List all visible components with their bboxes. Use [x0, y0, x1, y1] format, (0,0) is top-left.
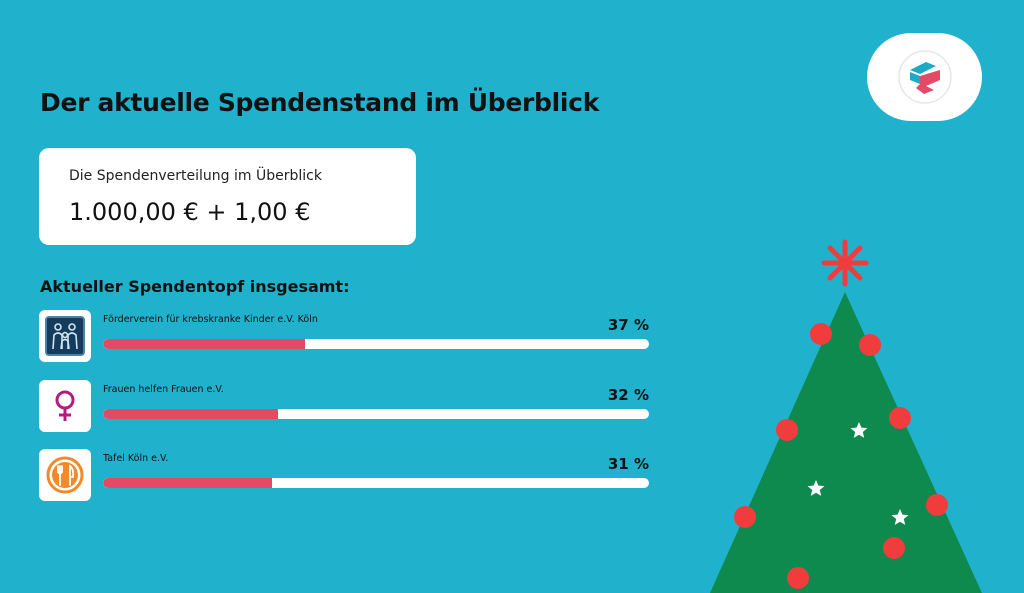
organization-percent: 31 %	[607, 455, 649, 473]
organization-percent: 32 %	[607, 386, 649, 404]
progress-bar	[103, 339, 649, 349]
star-topper-icon	[821, 239, 869, 287]
progress-bar	[103, 409, 649, 419]
progress-bar	[103, 478, 649, 488]
organization-name: Tafel Köln e.V.	[103, 453, 169, 464]
children-silhouette-icon	[39, 310, 91, 362]
organization-name: Förderverein für krebskranke Kinder e.V.…	[103, 314, 318, 325]
christmas-tree-illustration	[710, 239, 982, 593]
ornaments	[734, 323, 948, 589]
female-symbol-icon	[39, 380, 91, 432]
progress-fill	[103, 409, 278, 419]
organization-row: Tafel Köln e.V. 31 %	[39, 449, 649, 501]
organization-percent: 37 %	[607, 316, 649, 334]
brand-logo	[867, 33, 982, 121]
progress-fill	[103, 339, 306, 349]
tree-body	[710, 292, 982, 593]
progress-fill	[103, 478, 273, 488]
donation-pot-heading: Aktueller Spendentopf insgesamt:	[40, 277, 350, 296]
organization-name: Frauen helfen Frauen e.V.	[103, 384, 224, 395]
organization-row: Frauen helfen Frauen e.V. 32 %	[39, 380, 649, 432]
fork-knife-icon	[39, 449, 91, 501]
brand-logo-icon	[897, 50, 952, 104]
organization-row: Förderverein für krebskranke Kinder e.V.…	[39, 310, 649, 362]
donation-summary-card: Die Spendenverteilung im Überblick 1.000…	[39, 148, 416, 245]
summary-amount: 1.000,00 € + 1,00 €	[69, 198, 311, 226]
star-decorations	[807, 422, 909, 525]
page-title: Der aktuelle Spendenstand im Überblick	[40, 88, 600, 117]
summary-subtitle: Die Spendenverteilung im Überblick	[69, 168, 322, 184]
